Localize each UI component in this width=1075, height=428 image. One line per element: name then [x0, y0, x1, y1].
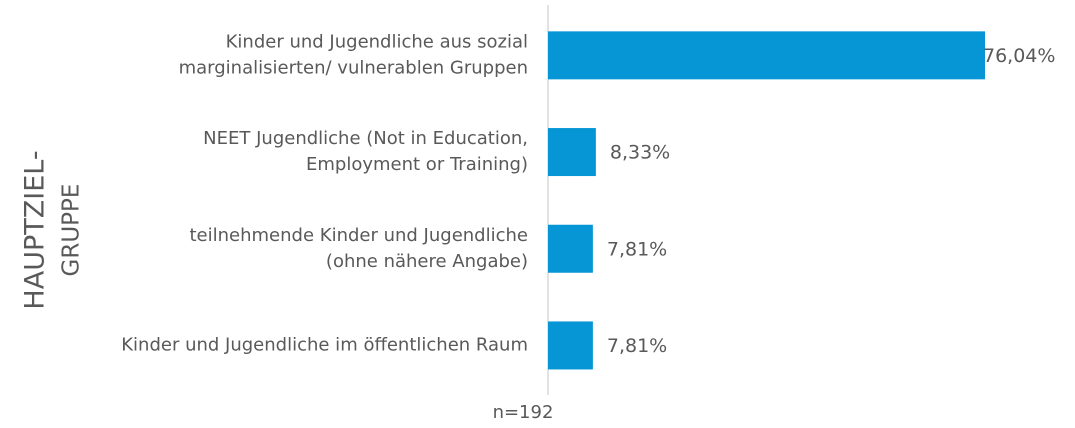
bar — [548, 321, 593, 370]
y-axis-title: HAUPTZIEL- GRUPPE — [20, 150, 85, 309]
bar — [548, 224, 593, 273]
y-axis-title-line: GRUPPE — [59, 184, 85, 277]
value-label: 7,81% — [607, 335, 667, 357]
y-axis-title-line: HAUPTZIEL- — [20, 150, 51, 309]
bar — [548, 128, 596, 177]
value-label: 76,04% — [983, 45, 1055, 67]
category-label: Kinder und Jugendliche aus sozial — [226, 31, 528, 52]
note: n=192 — [493, 402, 554, 423]
category-label: marginalisierten/ vulnerablen Gruppen — [179, 57, 528, 78]
value-label: 8,33% — [610, 142, 670, 164]
category-label: Kinder und Jugendliche im öffentlichen R… — [121, 334, 528, 355]
category-label: teilnehmende Kinder und Jugendliche — [190, 225, 529, 246]
value-label: 7,81% — [607, 238, 667, 260]
category-label: (ohne nähere Angabe) — [326, 251, 528, 272]
category-label: NEET Jugendliche (Not in Education, — [203, 128, 528, 149]
bar — [548, 31, 985, 80]
category-label: Employment or Training) — [306, 154, 528, 175]
